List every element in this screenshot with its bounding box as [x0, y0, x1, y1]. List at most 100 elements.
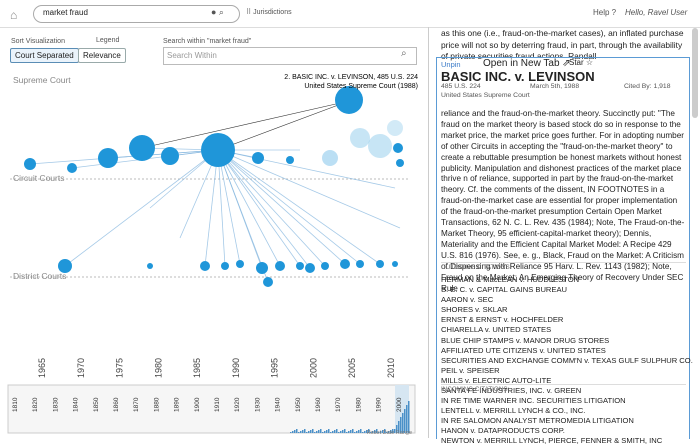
timeline-bar — [296, 429, 298, 433]
case-node — [58, 259, 72, 273]
citation-item[interactable]: HANON v. DATAPRODUCTS CORP. — [441, 426, 565, 436]
timeline-bar — [334, 430, 336, 433]
case-node — [256, 262, 268, 274]
case-citation: 485 U.S. 224 — [441, 83, 481, 90]
citation-item[interactable]: AARON v. SEC — [441, 295, 494, 305]
sort-label: Sort Visualization — [11, 38, 65, 45]
timeline-bar — [368, 429, 370, 433]
citation-item[interactable]: AFFILIATED UTE CITIZENS v. UNITED STATES — [441, 345, 606, 355]
search-within-placeholder: Search Within — [167, 51, 217, 60]
timeline-year: 1900 — [194, 397, 201, 412]
timeline-bar — [338, 432, 340, 433]
timeline-bar — [376, 429, 378, 433]
case-node — [356, 260, 364, 268]
citation-edge — [217, 149, 269, 283]
citation-edge — [64, 149, 219, 267]
citation-edge — [217, 149, 326, 267]
timeline-bar — [300, 431, 302, 433]
lane-label: Circuit Courts — [13, 173, 64, 183]
case-court: United States Supreme Court — [441, 92, 530, 99]
timeline-bar — [332, 431, 334, 433]
timeline-year: 1940 — [275, 397, 282, 412]
scrollbar[interactable] — [692, 28, 698, 118]
timeline-bar — [358, 430, 360, 433]
timeline-bar — [312, 429, 314, 433]
jurisdictions-button[interactable]: ⠿ Jurisdictions — [246, 8, 292, 16]
legend-link[interactable]: Legend — [96, 37, 120, 44]
timeline-bar — [324, 431, 326, 433]
snippet: as this one (i.e., fraud-on-the-market c… — [441, 28, 684, 61]
case-node — [393, 143, 403, 153]
case-node — [376, 260, 384, 268]
citation-item[interactable]: SHORES v. SKLAR — [441, 305, 508, 315]
unpin-link[interactable]: Unpin — [441, 60, 461, 69]
timeline-year: 2000 — [396, 397, 403, 412]
timeline-bar — [382, 430, 384, 433]
citation-item[interactable]: S. E. C. v. CAPITAL GAINS BUREAU — [441, 285, 568, 295]
citation-edge — [217, 149, 301, 267]
citation-item[interactable]: BLUE CHIP STAMPS v. MANOR DRUG STORES — [441, 335, 610, 345]
citation-item[interactable]: ERNST & ERNST v. HOCHFELDER — [441, 315, 564, 325]
timeline-bar — [290, 432, 292, 433]
case-card — [436, 57, 690, 439]
citation-item[interactable]: PEIL v. SPEISER — [441, 365, 500, 375]
year-label: 2010 — [386, 358, 396, 378]
case-date: March 5th, 1988 — [530, 83, 580, 90]
citation-edge — [217, 149, 281, 267]
star-link[interactable]: Star ☆ — [569, 58, 594, 67]
citation-item[interactable]: CHIARELLA v. UNITED STATES — [441, 325, 552, 335]
incoming-header: INCOMING CITATIONS: — [441, 384, 686, 393]
citation-edge — [141, 100, 350, 149]
year-label: 1985 — [192, 358, 202, 378]
case-node — [275, 261, 285, 271]
search-within-input[interactable] — [163, 47, 417, 65]
timeline-bar — [404, 409, 406, 433]
citation-item[interactable]: HERMAN & MacLEAN v. HUDDLESTON — [441, 275, 580, 284]
reset-date-range[interactable]: Reset Date Range — [367, 430, 412, 436]
year-label: 2005 — [347, 358, 357, 378]
timeline-bar — [346, 432, 348, 433]
sort-button[interactable]: Court Separated — [10, 48, 79, 63]
year-label: 1980 — [153, 358, 163, 378]
timeline-bar — [390, 430, 392, 433]
timeline-bar — [350, 430, 352, 433]
timeline-bar — [342, 430, 344, 433]
outgoing-header: OUTGOING CITATIONS: — [441, 262, 686, 271]
timeline-bar — [326, 430, 328, 433]
citation-edge — [217, 149, 381, 265]
citation-item[interactable]: IN RE TIME WARNER INC. SECURITIES LITIGA… — [441, 396, 626, 405]
open-tab-link[interactable]: Open in New Tab ⇗ — [483, 58, 571, 69]
case-node — [221, 262, 229, 270]
citation-edge — [217, 149, 346, 265]
citation-item[interactable]: SECURITIES AND EXCHANGE COMM'N v. TEXAS … — [441, 355, 693, 365]
search-icons[interactable]: ● ⌕ — [211, 7, 224, 17]
menu-icon[interactable]: ⌂ — [10, 8, 18, 22]
year-label: 1970 — [76, 358, 86, 378]
citation-item[interactable]: SANTA FE INDUSTRIES, INC. v. GREEN — [441, 386, 582, 396]
citation-item[interactable]: LENTELL v. MERRILL LYNCH & CO., INC. — [441, 406, 586, 416]
help-link[interactable]: Help ? — [593, 8, 617, 17]
sort-button[interactable]: Relevance — [78, 48, 126, 63]
search-box[interactable] — [33, 5, 240, 23]
timeline-bar — [372, 431, 374, 433]
grid-icon: ⠿ — [246, 9, 254, 16]
search-icon[interactable]: ⌕ — [401, 48, 407, 59]
case-node — [296, 262, 304, 270]
timeline-bar — [306, 432, 308, 433]
timeline-year: 1890 — [174, 397, 181, 412]
timeline-bar — [360, 429, 362, 433]
timeline-year: 1810 — [12, 397, 19, 412]
citation-edge — [217, 149, 241, 265]
timeline-bar — [400, 417, 402, 433]
citation-item[interactable]: IN RE SALOMON ANALYST METROMEDIA LITIGAT… — [441, 416, 634, 426]
timeline-year: 1910 — [214, 397, 221, 412]
user-menu[interactable]: Hello, Ravel User — [625, 8, 688, 17]
citation-item[interactable]: MILLS v. ELECTRIC AUTO-LITE — [441, 375, 552, 385]
timeline-bar — [364, 431, 366, 433]
timeline-bar — [394, 429, 396, 433]
timeline-bar — [298, 432, 300, 433]
timeline-bar — [340, 431, 342, 433]
timeline-year: 1960 — [315, 397, 322, 412]
case-node — [286, 156, 294, 164]
timeline-year: 1870 — [133, 397, 140, 412]
